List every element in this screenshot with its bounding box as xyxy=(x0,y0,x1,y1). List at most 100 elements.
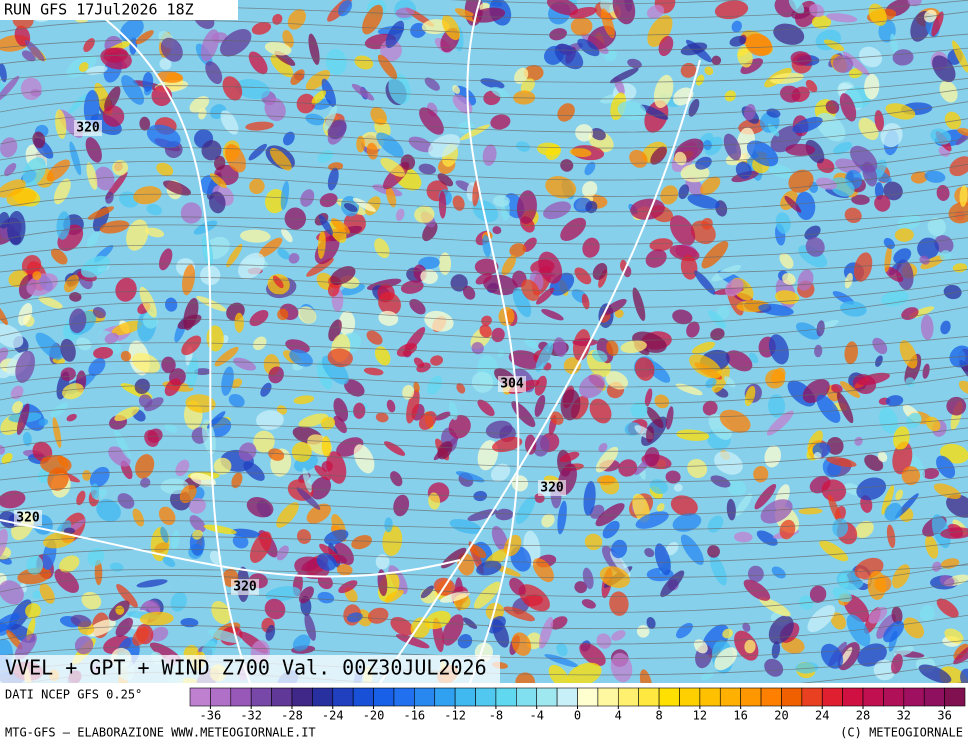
field-blob xyxy=(768,394,786,418)
field-blob xyxy=(490,463,511,482)
field-blob xyxy=(416,362,431,373)
field-blob xyxy=(672,513,702,532)
field-blob xyxy=(112,160,129,176)
field-blob xyxy=(832,55,854,73)
field-blob xyxy=(872,337,888,355)
field-blob xyxy=(420,269,438,284)
field-blob xyxy=(620,340,647,354)
field-blob xyxy=(138,394,153,408)
field-blob xyxy=(400,154,416,170)
field-blob xyxy=(467,509,498,522)
streamline xyxy=(0,476,968,500)
field-blob xyxy=(493,195,510,207)
colorbar-tick-label: -20 xyxy=(363,709,385,723)
field-blob xyxy=(492,226,502,235)
field-blob xyxy=(569,148,592,158)
field-blob xyxy=(22,431,32,447)
field-blob xyxy=(744,385,756,407)
field-blob xyxy=(920,314,934,340)
streamline xyxy=(0,65,968,83)
field-blob xyxy=(523,64,544,81)
field-blob xyxy=(163,180,191,196)
colorbar-cell xyxy=(781,687,803,707)
colorbar-cell xyxy=(189,687,211,707)
streamline xyxy=(0,364,968,388)
field-blob xyxy=(189,515,206,533)
colorbar-cell xyxy=(250,687,272,707)
field-blob xyxy=(557,500,567,535)
field-blob xyxy=(875,355,883,367)
field-blob xyxy=(311,90,327,105)
field-blob xyxy=(472,7,506,23)
colorbar-tick-label: -36 xyxy=(200,709,222,723)
field-blob xyxy=(325,48,347,76)
field-blob xyxy=(418,163,436,175)
colorbar-cell xyxy=(230,687,252,707)
contour-label-bg xyxy=(74,120,102,136)
field-blob xyxy=(744,639,756,654)
field-blob xyxy=(927,217,947,237)
field-blob xyxy=(570,17,593,36)
field-blob xyxy=(768,334,789,365)
colorbar-cell xyxy=(434,687,456,707)
field-blob xyxy=(543,201,571,220)
field-blob xyxy=(709,554,727,586)
field-blob xyxy=(395,7,415,18)
field-blob xyxy=(686,321,700,338)
field-blob xyxy=(894,228,914,242)
field-blob xyxy=(192,529,203,540)
colorbar-tick-label: 36 xyxy=(937,709,951,723)
streamline xyxy=(0,580,968,613)
field-blob xyxy=(126,219,149,251)
field-blob xyxy=(687,194,720,209)
field-blob xyxy=(90,483,100,499)
field-blob xyxy=(825,100,840,114)
field-blob xyxy=(276,545,289,561)
field-blob xyxy=(22,157,47,187)
field-blob xyxy=(476,560,502,576)
field-blob xyxy=(737,46,753,68)
streamline xyxy=(0,530,968,547)
streamline xyxy=(0,289,968,326)
field-blob xyxy=(771,566,786,579)
field-blob xyxy=(644,447,660,467)
field-blob xyxy=(509,243,526,258)
field-blob xyxy=(452,85,460,94)
field-blob xyxy=(639,104,669,120)
footer-right: (C) METEOGIORNALE xyxy=(840,726,963,740)
field-blob xyxy=(729,35,746,47)
field-blob xyxy=(764,658,784,677)
field-blob xyxy=(317,591,335,604)
field-blob xyxy=(944,628,964,644)
field-blob xyxy=(650,146,667,165)
field-blob xyxy=(53,178,71,205)
colorbar-tick-label: 20 xyxy=(774,709,788,723)
field-blob xyxy=(828,494,842,525)
run-box xyxy=(0,0,238,20)
field-blob xyxy=(574,267,592,285)
colorbar-tick-label: 24 xyxy=(815,709,829,723)
field-blob xyxy=(639,669,653,683)
field-blob xyxy=(883,181,903,201)
field-blob xyxy=(393,494,410,517)
field-blob xyxy=(70,614,92,628)
field-blob xyxy=(26,555,44,575)
field-blob xyxy=(714,451,743,475)
field-blob xyxy=(714,647,738,671)
colorbar-tick-label: -16 xyxy=(403,709,425,723)
field-blob xyxy=(627,58,642,69)
field-blob xyxy=(924,170,946,183)
field-blob xyxy=(100,47,132,70)
field-blob xyxy=(459,124,490,141)
field-blob xyxy=(724,90,736,102)
field-blob xyxy=(892,564,911,589)
field-blob xyxy=(111,320,143,336)
field-blob xyxy=(276,502,299,528)
field-blob xyxy=(425,610,451,630)
field-blob xyxy=(0,63,7,83)
field-blob xyxy=(113,428,131,460)
field-blob xyxy=(582,237,600,258)
field-blob xyxy=(579,374,605,399)
field-blob xyxy=(377,569,388,597)
